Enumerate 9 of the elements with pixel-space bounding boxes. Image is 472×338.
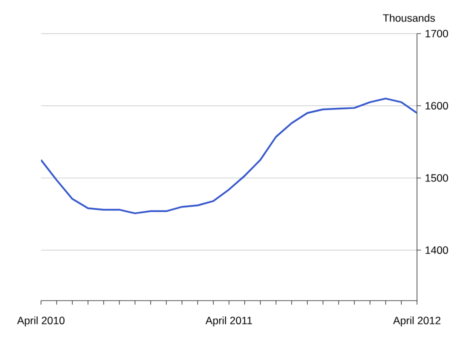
x-tick-label: April 2012 bbox=[393, 316, 440, 326]
y-tick-label: 1500 bbox=[426, 174, 448, 182]
y-tick-label: 1700 bbox=[426, 30, 448, 38]
y-axis-title: Thousands bbox=[382, 14, 435, 22]
y-tick-label: 1400 bbox=[426, 246, 448, 254]
y-tick-label: 1600 bbox=[426, 102, 448, 110]
line-series bbox=[41, 98, 417, 214]
x-tick-label: April 2011 bbox=[205, 316, 252, 326]
x-tick-label: April 2010 bbox=[17, 316, 64, 326]
